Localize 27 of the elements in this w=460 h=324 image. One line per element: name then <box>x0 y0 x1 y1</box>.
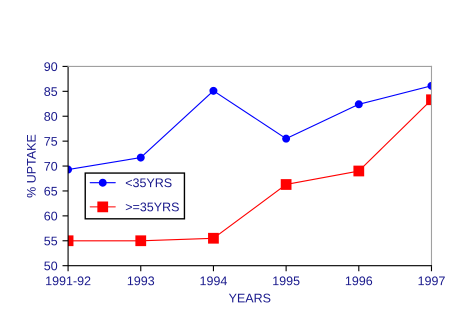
point <box>209 86 218 95</box>
point <box>136 154 145 162</box>
x-tick-label: 1997 <box>418 276 445 286</box>
y-tick-label: 60 <box>44 212 58 221</box>
y-tick-label: 55 <box>44 236 58 246</box>
x-tick-label: 1995 <box>273 276 300 286</box>
y-tick-label: 65 <box>44 186 58 196</box>
y-tick-label: 70 <box>44 162 58 171</box>
point <box>135 235 146 246</box>
x-tick-label: 1991-92 <box>46 276 90 286</box>
y-axis-title: % UPTAKE <box>26 134 36 198</box>
x-tick-label: 1993 <box>128 276 154 286</box>
point <box>208 232 219 244</box>
point <box>353 166 364 176</box>
y-tick-label: 85 <box>44 87 58 96</box>
y-tick-label: 50 <box>44 261 58 270</box>
point <box>354 100 363 108</box>
point <box>282 134 290 143</box>
legend-label: >=35YRS <box>126 202 179 212</box>
y-tick-label: 80 <box>44 112 58 121</box>
x-axis-title: YEARS <box>228 294 270 302</box>
point <box>280 179 292 190</box>
x-tick-label: 1996 <box>346 276 372 286</box>
y-tick-label: 90 <box>44 62 58 72</box>
legend-label: <35YRS <box>126 178 172 188</box>
x-tick-label: 1994 <box>200 276 227 286</box>
y-tick-label: 75 <box>44 137 58 146</box>
